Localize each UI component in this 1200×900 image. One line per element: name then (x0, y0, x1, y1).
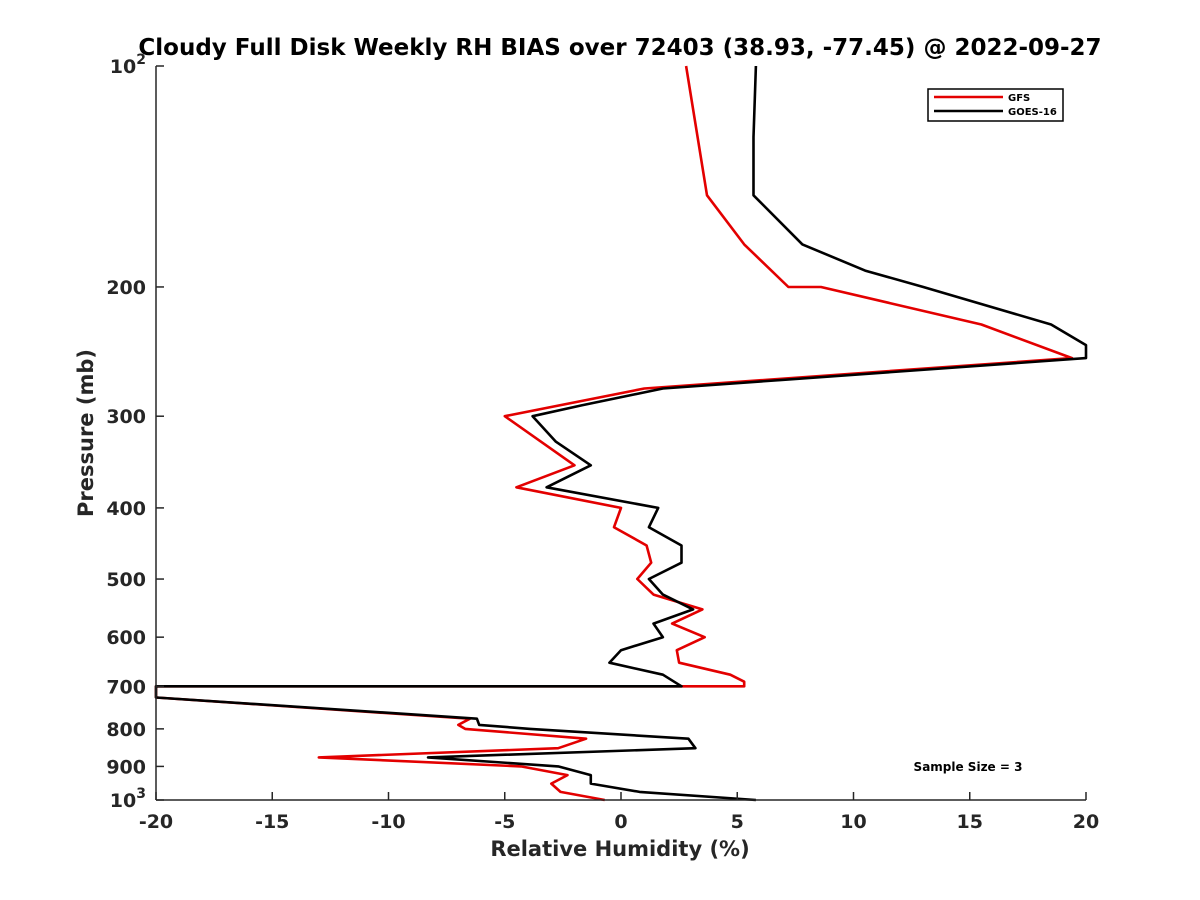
x-tick-label: 10 (840, 811, 866, 833)
legend-label-goes16: GOES-16 (1008, 107, 1057, 118)
x-tick-label: 5 (731, 811, 744, 833)
y-tick-label: 500 (106, 569, 146, 591)
legend: GFS GOES-16 (927, 88, 1064, 122)
y-tick-label: 400 (106, 498, 146, 520)
sample-size-annotation: Sample Size = 3 (914, 760, 1023, 774)
y-tick-label: 102 (110, 52, 146, 78)
x-tick-label: 15 (957, 811, 983, 833)
x-axis-label: Relative Humidity (%) (490, 837, 749, 861)
series-layer (154, 65, 1088, 802)
x-tick-label: -10 (371, 811, 405, 833)
y-tick-label: 900 (106, 756, 146, 778)
y-tick-label: 600 (106, 627, 146, 649)
x-tick-label: -5 (494, 811, 515, 833)
ticks-layer: -20 -15 -10 -5 0 5 10 15 20 102 200 300 400 500 600 700… (106, 52, 1099, 833)
x-tick-label: 0 (614, 811, 627, 833)
y-tick-label: 700 (106, 676, 146, 698)
x-tick-label: -20 (139, 811, 173, 833)
x-tick-label: 20 (1073, 811, 1099, 833)
legend-label-gfs: GFS (1008, 93, 1030, 104)
chart-title: Cloudy Full Disk Weekly RH BIAS over 724… (138, 35, 1101, 61)
y-tick-label: 300 (106, 406, 146, 428)
y-tick-label: 103 (110, 786, 146, 812)
x-tick-label: -15 (255, 811, 289, 833)
series-line-goes-16 (154, 65, 1088, 802)
y-tick-label: 200 (106, 277, 146, 299)
y-axis-label: Pressure (mb) (74, 349, 98, 517)
legend-box (927, 88, 1064, 122)
y-tick-label: 800 (106, 719, 146, 741)
